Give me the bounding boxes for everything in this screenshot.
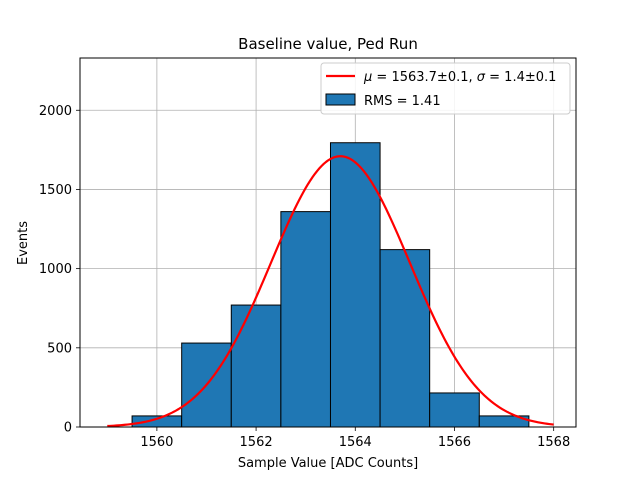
x-tick-label: 1560	[140, 435, 173, 450]
histogram-bars	[81, 142, 530, 428]
y-tick-label: 1500	[39, 183, 72, 198]
gaussian-fit-curve	[107, 155, 554, 428]
y-tick-label: 500	[47, 341, 72, 356]
y-axis-label: Events	[16, 221, 31, 265]
chart-title: Baseline value, Ped Run	[238, 35, 418, 53]
legend-histogram-swatch	[325, 93, 356, 106]
legend: μ = 1563.7±0.1, σ = 1.4±0.1 RMS = 1.41	[320, 62, 571, 115]
histogram-bar	[429, 392, 480, 428]
y-tick-label: 2000	[39, 104, 72, 119]
legend-histogram-label: RMS = 1.41	[364, 94, 441, 109]
y-tick-label: 1000	[39, 262, 72, 277]
x-tick-label: 1562	[240, 435, 273, 450]
plot-frame	[79, 57, 577, 428]
legend-box	[320, 62, 571, 115]
y-axis-ticks: 0 500 1000 1500 2000	[39, 104, 80, 436]
y-tick-label: 0	[64, 421, 72, 436]
legend-fit-label: μ = 1563.7±0.1, σ = 1.4±0.1	[363, 70, 556, 85]
x-axis-label: Sample Value [ADC Counts]	[238, 456, 418, 471]
histogram-bar	[131, 415, 183, 428]
histogram-bar	[280, 211, 331, 428]
histogram-bar	[230, 304, 282, 428]
x-tick-label: 1564	[339, 435, 372, 450]
x-tick-label: 1566	[438, 435, 471, 450]
histogram-bar	[379, 249, 431, 428]
x-tick-label: 1568	[537, 435, 570, 450]
x-axis-ticks: 1560 1562 1564 1566 1568	[140, 427, 570, 450]
